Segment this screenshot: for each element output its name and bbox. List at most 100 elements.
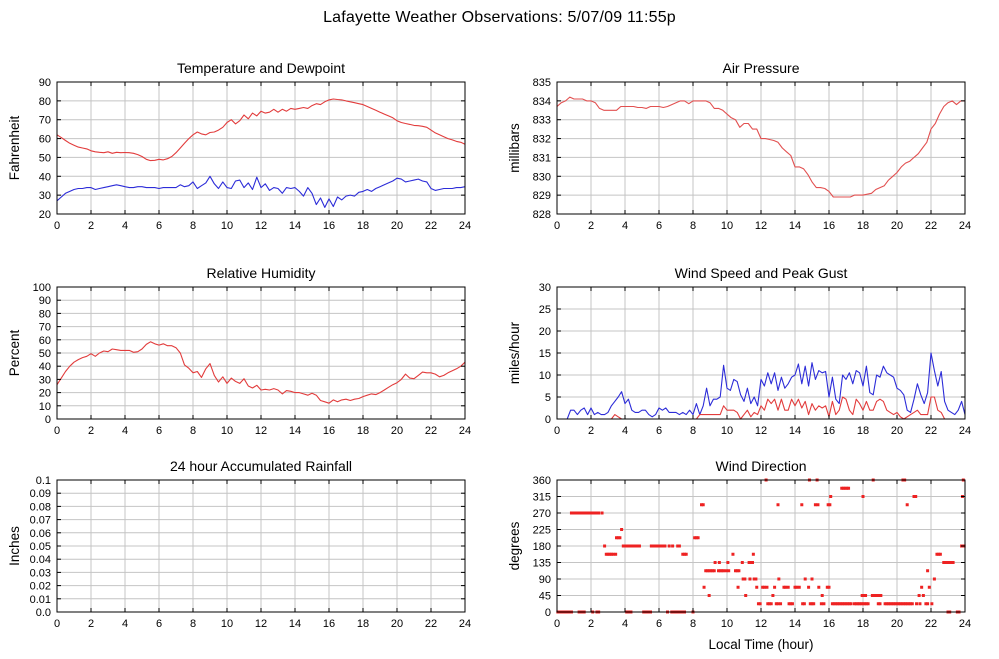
x-axis-label: Local Time (hour) [708, 637, 813, 652]
scatter-point [654, 544, 658, 548]
scatter-point [830, 602, 834, 606]
x-tick-label: 0 [54, 618, 60, 630]
x-tick-label: 24 [959, 618, 971, 630]
scatter-point [711, 569, 715, 573]
scatter-point [786, 585, 790, 589]
scatter-point [866, 602, 870, 606]
page-title: Lafayette Weather Observations: 5/07/09 … [323, 9, 676, 26]
scatter-point [758, 602, 762, 606]
x-tick-label: 4 [622, 425, 628, 437]
scatter-point [843, 486, 847, 490]
scatter-point [887, 602, 890, 606]
scatter-point [717, 569, 720, 573]
scatter-point [860, 594, 864, 597]
x-tick-label: 6 [156, 425, 162, 437]
scatter-point [603, 544, 607, 548]
x-tick-label: 2 [88, 220, 94, 232]
scatter-point [826, 503, 830, 507]
scatter-point [594, 511, 598, 515]
y-tick-label: 834 [533, 96, 551, 108]
y-tick-label: 0 [545, 607, 551, 619]
scatter-point [600, 511, 604, 515]
scatter-point [777, 577, 781, 581]
x-tick-label: 20 [891, 220, 903, 232]
scatter-point [845, 486, 849, 490]
scatter-point [859, 602, 863, 606]
scatter-point [621, 544, 625, 548]
scatter-point [649, 544, 653, 548]
scatter-point [883, 602, 887, 606]
scatter-point [816, 503, 820, 507]
scatter-point [926, 602, 930, 606]
x-tick-label: 12 [255, 425, 267, 437]
scatter-point [879, 594, 883, 597]
x-tick-label: 0 [54, 425, 60, 437]
chart-title: Relative Humidity [207, 265, 316, 281]
y-tick-label: 90 [39, 77, 51, 89]
scatter-point [817, 585, 821, 589]
y-axis-label: Inches [7, 526, 22, 566]
x-tick-label: 10 [221, 618, 233, 630]
scatter-point [951, 561, 955, 564]
chart-air-pressure: 0 2 4 6 8 10 12 14 16 18 20 22 248288298308318328338… [507, 60, 971, 232]
scatter-point [874, 594, 878, 597]
scatter-point [751, 561, 754, 564]
scatter-point [927, 585, 931, 589]
series-peak-gust [557, 352, 966, 420]
y-tick-label: 270 [533, 508, 551, 520]
scatter-point [784, 585, 788, 589]
x-tick-label: 24 [959, 425, 971, 437]
scatter-point [661, 544, 665, 548]
scatter-point [854, 602, 858, 606]
x-tick-label: 24 [459, 618, 471, 630]
x-tick-label: 12 [755, 425, 767, 437]
y-tick-label: 0 [545, 414, 551, 426]
scatter-point [875, 594, 879, 597]
scatter-point [858, 602, 862, 606]
y-tick-label: 10 [39, 401, 51, 413]
y-tick-label: 15 [539, 348, 551, 360]
scatter-point [834, 602, 838, 606]
x-tick-label: 12 [255, 618, 267, 630]
scatter-point [628, 544, 632, 548]
scatter-point [734, 569, 737, 573]
scatter-point [651, 544, 655, 548]
scatter-point [693, 536, 697, 540]
scatter-point [667, 544, 671, 548]
scatter-point [724, 569, 728, 573]
scatter-point [726, 561, 730, 564]
y-tick-label: 20 [39, 209, 51, 221]
chart-title: Wind Speed and Peak Gust [675, 265, 848, 281]
scatter-point [626, 544, 630, 548]
scatter-point [658, 544, 662, 548]
x-tick-label: 2 [588, 425, 594, 437]
y-tick-label: 0.0 [36, 607, 51, 619]
scatter-point [762, 585, 766, 589]
scatter-point [744, 594, 748, 597]
x-tick-label: 14 [289, 425, 301, 437]
y-tick-label: 90 [539, 574, 551, 586]
scatter-point [704, 569, 708, 573]
x-tick-label: 4 [622, 618, 628, 630]
series-temperature [56, 98, 466, 162]
scatter-point [885, 602, 889, 606]
scatter-point [801, 602, 805, 606]
scatter-point [684, 552, 688, 556]
y-tick-label: 833 [533, 115, 551, 127]
y-tick-label: 832 [533, 134, 551, 146]
scatter-point [653, 544, 657, 548]
scatter-point [700, 503, 703, 507]
scatter-point [727, 569, 731, 573]
scatter-point [571, 511, 575, 515]
scatter-point [878, 602, 882, 606]
scatter-point [839, 602, 843, 606]
x-tick-label: 8 [690, 618, 696, 630]
y-tick-label: 25 [539, 304, 551, 316]
scatter-point [832, 602, 836, 606]
x-tick-label: 4 [122, 618, 128, 630]
x-tick-label: 8 [190, 220, 196, 232]
scatter-point [910, 602, 914, 606]
scatter-point [829, 495, 833, 498]
scatter-point [656, 544, 660, 548]
scatter-point [720, 569, 724, 573]
